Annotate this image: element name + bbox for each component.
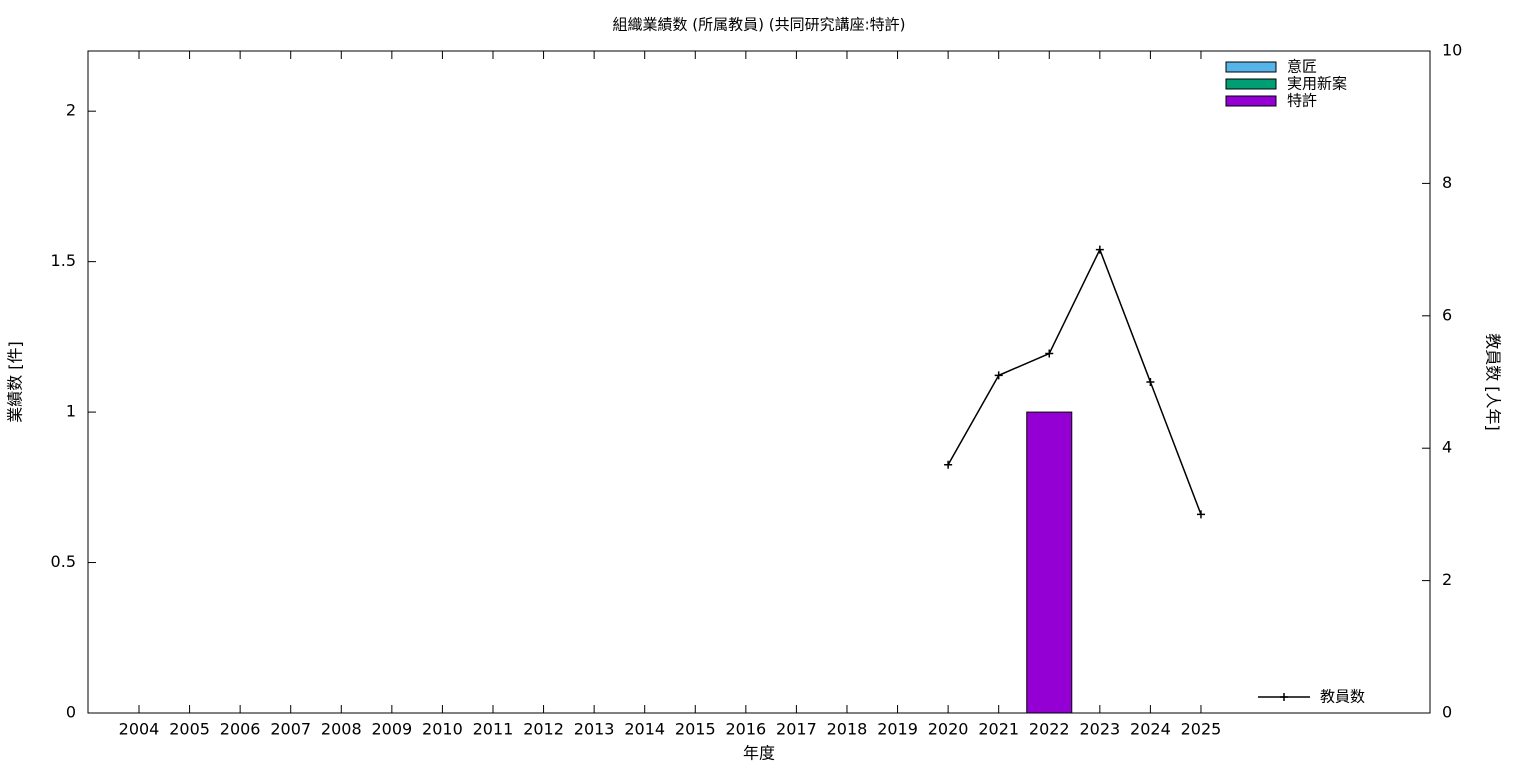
x-tick-label: 2013 [574, 720, 615, 739]
x-tick-label: 2019 [877, 720, 918, 739]
y-axis-label: 業績数 [件] [6, 341, 25, 423]
x-tick-label: 2023 [1079, 720, 1120, 739]
point [994, 371, 1003, 380]
y2-tick-label: 8 [1442, 173, 1452, 192]
legend-label: 特許 [1287, 92, 1317, 110]
x-tick-label: 2017 [776, 720, 817, 739]
legend-label: 意匠 [1287, 58, 1317, 76]
y-tick-label: 1.5 [51, 251, 76, 270]
x-tick-label: 2024 [1130, 720, 1171, 739]
point [1196, 510, 1205, 519]
legend-label: 教員数 [1320, 688, 1365, 706]
x-tick-label: 2008 [321, 720, 362, 739]
y2-axis-label: 教員数 [人年] [1484, 333, 1503, 431]
y-tick-label: 0 [66, 703, 76, 722]
chart-title: 組織業績数 (所属教員) (共同研究講座:特許) [613, 16, 906, 34]
legend-marker [1280, 693, 1288, 701]
point [1146, 378, 1155, 386]
x-tick-label: 2010 [422, 720, 463, 739]
y2-tick-label: 4 [1442, 438, 1452, 457]
point [1045, 349, 1054, 358]
x-tick-label: 2015 [675, 720, 716, 739]
legend-swatch [1225, 95, 1277, 107]
x-tick-label: 2007 [270, 720, 311, 739]
x-tick-label: 2012 [523, 720, 564, 739]
y-tick-label: 0.5 [51, 552, 76, 571]
y-tick-label: 1 [66, 402, 76, 421]
y2-tick-label: 10 [1442, 41, 1462, 60]
legend-swatch [1225, 78, 1277, 90]
bar [1026, 411, 1073, 714]
x-tick-label: 2004 [119, 720, 160, 739]
x-tick-label: 2005 [169, 720, 210, 739]
point [1095, 245, 1104, 254]
x-tick-label: 2011 [473, 720, 514, 739]
point [944, 460, 953, 469]
legend-swatch [1225, 61, 1277, 73]
x-axis-label: 年度 [743, 744, 775, 763]
y-tick-label: 2 [66, 101, 76, 120]
line [947, 247, 1202, 515]
y2-tick-label: 0 [1442, 703, 1452, 722]
x-tick-label: 2022 [1029, 720, 1070, 739]
x-tick-label: 2016 [725, 720, 766, 739]
x-tick-label: 2020 [928, 720, 969, 739]
plot-frame [87, 50, 1431, 714]
x-tick-label: 2014 [624, 720, 665, 739]
x-tick-label: 2025 [1181, 720, 1222, 739]
x-tick-label: 2006 [220, 720, 261, 739]
y2-tick-label: 6 [1442, 305, 1452, 324]
x-tick-label: 2021 [978, 720, 1019, 739]
x-tick-label: 2018 [827, 720, 868, 739]
y2-tick-label: 2 [1442, 570, 1452, 589]
legend-label: 実用新案 [1287, 75, 1347, 93]
x-tick-label: 2009 [371, 720, 412, 739]
